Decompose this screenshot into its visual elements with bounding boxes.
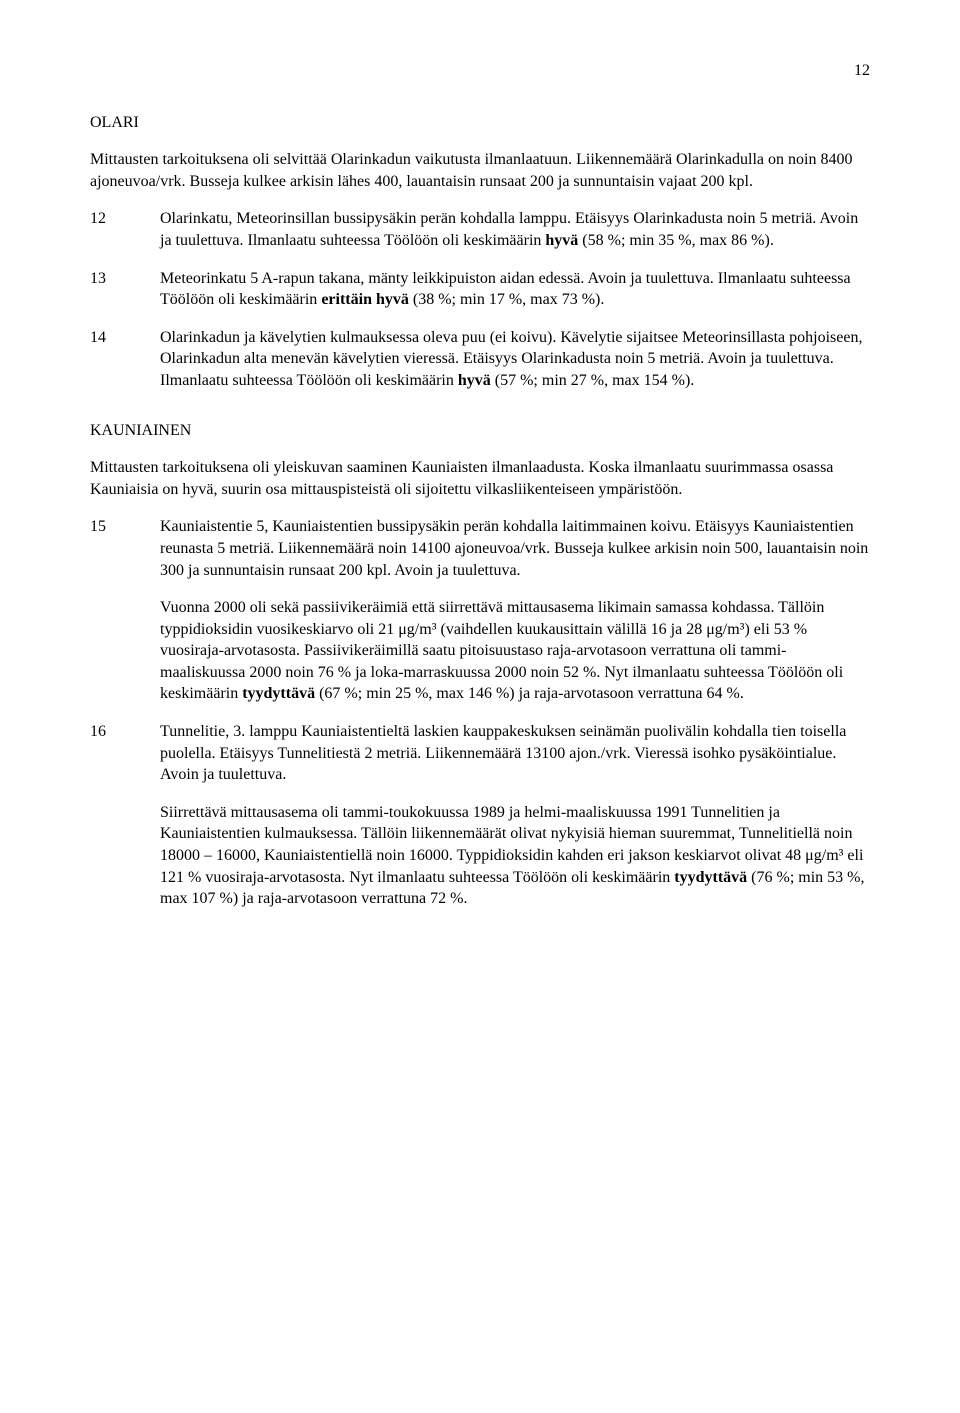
paragraph: Siirrettävä mittausasema oli tammi-touko… xyxy=(160,802,870,910)
item-text: Olarinkatu, Meteorinsillan bussipysäkin … xyxy=(160,208,870,251)
section-heading-kauniainen: KAUNIAINEN xyxy=(90,420,870,442)
paragraph-bold: tyydyttävä xyxy=(674,869,747,886)
olari-item: 14Olarinkadun ja kävelytien kulmauksessa… xyxy=(90,327,870,392)
paragraph-bold: erittäin hyvä xyxy=(321,291,409,308)
item-text: Olarinkadun ja kävelytien kulmauksessa o… xyxy=(160,327,870,392)
item-text: Kauniaistentie 5, Kauniaistentien bussip… xyxy=(160,516,870,705)
paragraph: Meteorinkatu 5 A-rapun takana, mänty lei… xyxy=(160,268,870,311)
item-number: 13 xyxy=(90,268,160,311)
paragraph-bold: tyydyttävä xyxy=(242,685,315,702)
olari-item: 13Meteorinkatu 5 A-rapun takana, mänty l… xyxy=(90,268,870,311)
item-text: Tunnelitie, 3. lamppu Kauniaistentieltä … xyxy=(160,721,870,910)
item-text: Meteorinkatu 5 A-rapun takana, mänty lei… xyxy=(160,268,870,311)
paragraph-post: (38 %; min 17 %, max 73 %). xyxy=(409,291,605,308)
olari-item: 12Olarinkatu, Meteorinsillan bussipysäki… xyxy=(90,208,870,251)
section-heading-olari: OLARI xyxy=(90,112,870,134)
page-number: 12 xyxy=(90,60,870,82)
paragraph: Kauniaistentie 5, Kauniaistentien bussip… xyxy=(160,516,870,581)
paragraph: Tunnelitie, 3. lamppu Kauniaistentieltä … xyxy=(160,721,870,786)
paragraph-post: (67 %; min 25 %, max 146 %) ja raja-arvo… xyxy=(315,685,744,702)
item-number: 16 xyxy=(90,721,160,910)
paragraph-post: (58 %; min 35 %, max 86 %). xyxy=(578,232,774,249)
paragraph-pre: Tunnelitie, 3. lamppu Kauniaistentieltä … xyxy=(160,723,846,783)
item-number: 14 xyxy=(90,327,160,392)
olari-intro: Mittausten tarkoituksena oli selvittää O… xyxy=(90,149,870,192)
item-number: 15 xyxy=(90,516,160,705)
paragraph: Olarinkatu, Meteorinsillan bussipysäkin … xyxy=(160,208,870,251)
kauniainen-item: 15Kauniaistentie 5, Kauniaistentien buss… xyxy=(90,516,870,705)
paragraph-post: (57 %; min 27 %, max 154 %). xyxy=(491,372,695,389)
paragraph: Olarinkadun ja kävelytien kulmauksessa o… xyxy=(160,327,870,392)
paragraph-pre: Kauniaistentie 5, Kauniaistentien bussip… xyxy=(160,518,868,578)
paragraph-bold: hyvä xyxy=(545,232,578,249)
paragraph: Vuonna 2000 oli sekä passiivikeräimiä et… xyxy=(160,597,870,705)
kauniainen-intro: Mittausten tarkoituksena oli yleiskuvan … xyxy=(90,457,870,500)
paragraph-bold: hyvä xyxy=(458,372,491,389)
kauniainen-item: 16Tunnelitie, 3. lamppu Kauniaistentielt… xyxy=(90,721,870,910)
item-number: 12 xyxy=(90,208,160,251)
